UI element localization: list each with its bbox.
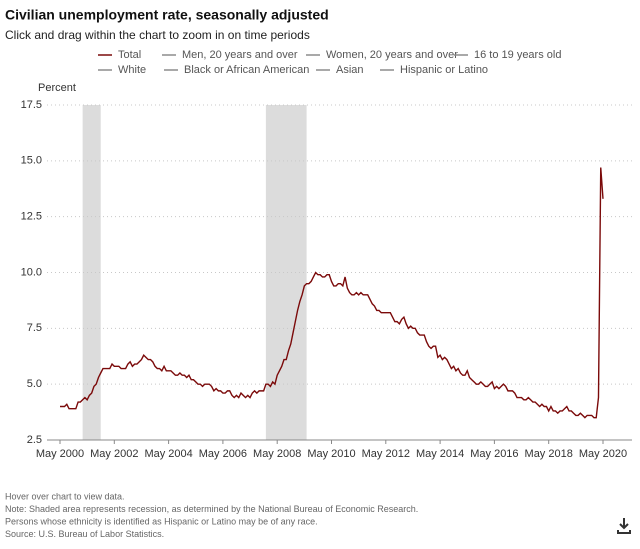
legend-label[interactable]: Hispanic or Latino [400,64,488,76]
x-tick-label: May 2018 [525,448,573,460]
x-tick-label: May 2016 [470,448,518,460]
x-tick-label: May 2008 [253,448,301,460]
x-tick-label: May 2012 [362,448,410,460]
footnote: Persons whose ethnicity is identified as… [5,516,318,526]
y-tick-label: 15.0 [21,155,42,167]
y-tick-label: 10.0 [21,266,42,278]
chart-title: Civilian unemployment rate, seasonally a… [5,7,329,23]
legend-label[interactable]: Black or African American [184,64,309,76]
x-tick-label: May 2014 [416,448,464,460]
legend-label[interactable]: Men, 20 years and over [182,49,298,61]
x-tick-label: May 2000 [36,448,84,460]
x-tick-label: May 2004 [144,448,192,460]
y-tick-label: 2.5 [27,434,42,446]
footnote: Source: U.S. Bureau of Labor Statistics. [5,529,164,539]
footnote: Note: Shaded area represents recession, … [5,504,418,514]
chart-subtitle: Click and drag within the chart to zoom … [5,28,310,42]
x-tick-label: May 2002 [90,448,138,460]
y-tick-label: 12.5 [21,211,42,223]
legend-label[interactable]: 16 to 19 years old [474,49,561,61]
x-tick-label: May 2006 [199,448,247,460]
y-tick-label: 17.5 [21,99,42,111]
data-line [60,167,604,419]
legend-label[interactable]: Asian [336,64,364,76]
legend-label[interactable]: Total [118,49,141,61]
x-tick-label: May 2010 [307,448,355,460]
legend-label[interactable]: Women, 20 years and over [326,49,458,61]
y-tick-label: 7.5 [27,322,42,334]
download-icon[interactable] [617,518,631,534]
footnote: Hover over chart to view data. [5,491,125,501]
x-tick-label: May 2020 [579,448,627,460]
y-axis-label: Percent [38,82,76,94]
y-tick-label: 5.0 [27,378,42,390]
legend-label[interactable]: White [118,64,146,76]
